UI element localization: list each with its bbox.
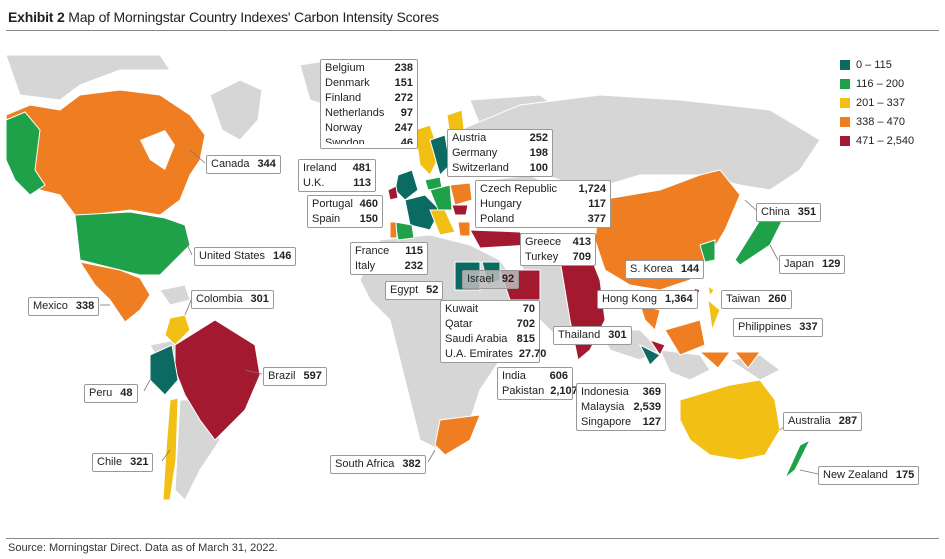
legend-swatch [840, 59, 850, 70]
label-brazil: Brazil 597 [263, 367, 327, 386]
bottom-rule [6, 538, 939, 539]
legend-swatch [840, 116, 850, 127]
czech-region [451, 204, 469, 216]
spain-region [394, 221, 415, 241]
italy-region [429, 209, 456, 236]
label-taiwan: Taiwan 260 [721, 290, 792, 309]
legend-label: 0 – 115 [856, 58, 892, 71]
label-mexico: Mexico 338 [28, 297, 100, 316]
label-ireland-uk: Ireland 481 U.K. 113 [298, 159, 376, 192]
top-rule [6, 30, 939, 31]
canada-region [5, 89, 206, 216]
norway-region [414, 124, 441, 176]
legend-item: 0 – 115 [840, 55, 914, 74]
map-legend: 0 – 115 116 – 200 201 – 337 338 – 470 47… [840, 55, 914, 150]
label-europe-north: Belgium 238 Denmark 151 Finland 272 Netherl… [320, 59, 418, 149]
label-australia: Australia 287 [783, 412, 863, 431]
legend-label: 201 – 337 [856, 96, 905, 109]
colombia-region [164, 314, 191, 346]
label-hong-kong: Hong Kong 1,364 [597, 290, 698, 309]
label-south-asia: India 606 Pakistan 2,107 [497, 367, 578, 400]
peru-region [149, 344, 179, 396]
legend-swatch [840, 78, 850, 89]
poland-region [449, 182, 473, 206]
germany-region [429, 184, 453, 211]
label-s-korea: S. Korea 144 [625, 260, 705, 279]
label-japan: Japan 129 [779, 255, 846, 274]
exhibit-number: Exhibit 2 [8, 9, 65, 25]
philippines-region [707, 298, 721, 332]
uk-region [394, 169, 419, 201]
new-zealand-region [784, 438, 812, 479]
label-thailand: Thailand 301 [553, 326, 632, 345]
australia-region [679, 379, 781, 461]
label-israel: Israel 92 [462, 270, 520, 289]
exhibit-heading: Map of Morningstar Country Indexes' Carb… [68, 9, 439, 25]
alaska-region [5, 111, 46, 196]
brazil-region [174, 319, 261, 441]
legend-swatch [840, 97, 850, 108]
legend-item: 201 – 337 [840, 93, 914, 112]
indonesia-region-1 [664, 319, 706, 356]
legend-label: 116 – 200 [856, 77, 905, 90]
ireland-region [387, 185, 399, 201]
indonesia-region-3 [733, 351, 761, 369]
indonesia-region-2 [698, 351, 731, 369]
legend-item: 471 – 2,540 [840, 131, 914, 150]
united-states-region [74, 211, 191, 276]
label-europe-central: Austria 252 Germany 198 Switzerland 100 [447, 129, 553, 177]
label-canada: Canada 344 [206, 155, 281, 174]
label-peru: Peru 48 [84, 384, 138, 403]
label-greece-turkey: Greece 413 Turkey 709 [520, 233, 596, 266]
legend-item: 338 – 470 [840, 112, 914, 131]
legend-label: 471 – 2,540 [856, 134, 915, 147]
exhibit-title: Exhibit 2 Map of Morningstar Country Ind… [8, 9, 439, 25]
label-south-africa: South Africa 382 [330, 455, 426, 474]
label-france-italy: France 115 Italy 232 [350, 242, 428, 275]
label-iberia: Portugal 460 Spain 150 [307, 195, 383, 228]
source-note: Source: Morningstar Direct. Data as of M… [8, 542, 278, 554]
label-se-asia: Indonesia 369 Malaysia 2,539 Singapore 127 [576, 383, 666, 431]
label-egypt: Egypt 52 [385, 281, 444, 300]
s-korea-region [699, 239, 716, 263]
label-chile: Chile 321 [92, 453, 154, 472]
label-united-states: United States 146 [194, 247, 297, 266]
label-china: China 351 [756, 203, 822, 222]
malaysia-region [648, 339, 666, 356]
mexico-region [78, 261, 151, 323]
label-europe-east: Czech Republic 1,724 Hungary 117 Poland 377 [475, 180, 611, 228]
greece-region [457, 221, 471, 237]
hudson-bay [140, 130, 175, 170]
south-africa-region [434, 414, 481, 456]
singapore-region [638, 343, 661, 366]
label-gulf: Kuwait 70 Qatar 702 Saudi Arabia 815 U.A. E… [440, 300, 546, 363]
legend-swatch [840, 135, 850, 146]
japan-region [734, 214, 786, 266]
label-new-zealand: New Zealand 175 [818, 466, 920, 485]
leader-lines [100, 149, 819, 475]
chile-region [162, 397, 179, 501]
taiwan-region [707, 284, 715, 298]
legend-item: 116 – 200 [840, 74, 914, 93]
legend-label: 338 – 470 [856, 115, 905, 128]
label-colombia: Colombia 301 [191, 290, 274, 309]
label-philippines: Philippines 337 [733, 318, 823, 337]
portugal-region [389, 221, 398, 239]
